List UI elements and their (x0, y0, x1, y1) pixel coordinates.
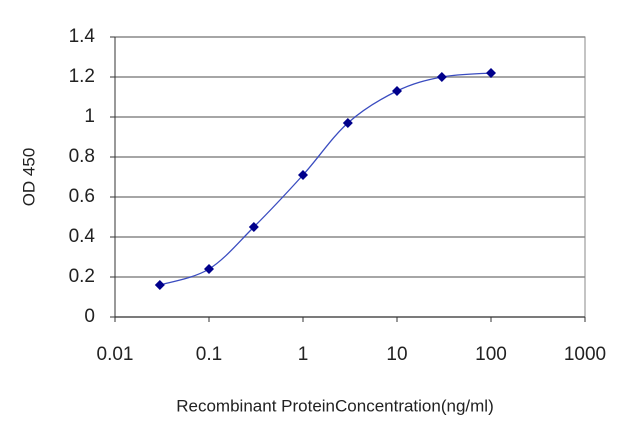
y-tick-label: 0.2 (69, 266, 95, 287)
y-tick-label: 1 (84, 106, 95, 127)
x-tick-label: 1000 (564, 344, 606, 365)
x-tick-label: 0.01 (97, 344, 134, 365)
data-point (248, 222, 259, 232)
data-point (436, 72, 447, 82)
data-point (486, 68, 496, 78)
x-tick-label: 0.1 (196, 344, 222, 365)
y-tick-label: 0 (84, 306, 95, 327)
y-tick-label: 1.2 (69, 66, 95, 87)
data-point (342, 118, 353, 128)
x-tick-label: 100 (475, 344, 507, 365)
y-tick-label: 0.4 (69, 226, 96, 247)
y-tick-label: 1.4 (69, 26, 96, 47)
data-point (204, 264, 214, 274)
x-tick-label: 1 (298, 344, 309, 365)
y-axis-label: OD 450 (19, 148, 38, 207)
plot-area (114, 36, 586, 318)
x-tick-label: 10 (386, 344, 407, 365)
series-line (159, 72, 492, 286)
y-tick-label: 0.6 (69, 186, 95, 207)
data-point (392, 86, 402, 96)
y-tick-label: 0.8 (69, 146, 95, 167)
data-point (298, 170, 308, 180)
x-axis-label: Recombinant ProteinConcentration(ng/ml) (176, 396, 494, 415)
data-point (154, 280, 165, 290)
